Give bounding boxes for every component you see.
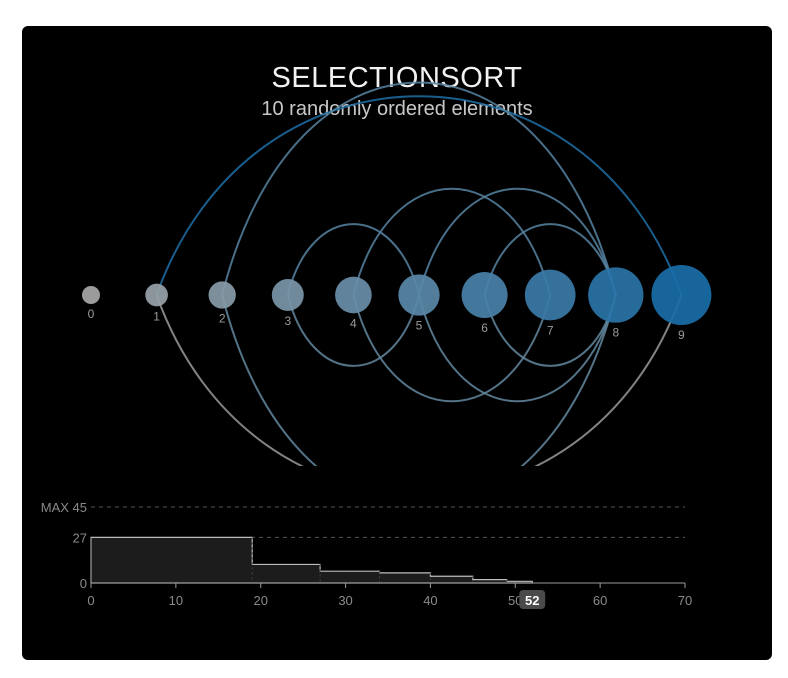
x-tick-label: 0 <box>87 593 94 608</box>
swap-arc-lower <box>221 294 617 466</box>
swap-arc-upper <box>155 95 683 296</box>
y-tick-label: MAX 45 <box>41 500 87 515</box>
histogram-chart: 0 10 20 30 40 50 60 70 0 27 MAX 45 52 <box>41 500 692 609</box>
swap-arc-lower <box>286 294 420 367</box>
element-label: 4 <box>350 316 357 330</box>
x-tick-label: 70 <box>678 593 692 608</box>
element-label: 8 <box>612 326 619 340</box>
page-title: SELECTIONSORT <box>271 62 523 94</box>
element-node <box>271 279 304 311</box>
element-label: 0 <box>88 307 95 321</box>
swap-arc-lower <box>483 294 617 367</box>
swap-arc-lower <box>352 294 552 403</box>
swap-arc-lower <box>155 294 683 466</box>
swap-arc-upper <box>483 223 617 296</box>
x-tick-label: 40 <box>423 593 437 608</box>
y-tick-label: 0 <box>80 576 87 591</box>
current-count-badge <box>519 590 546 609</box>
element-node <box>208 281 236 309</box>
element-label: 1 <box>153 309 160 323</box>
swap-arc-upper <box>286 223 420 296</box>
element-label: 5 <box>416 319 423 333</box>
x-tick-label: 10 <box>169 593 183 608</box>
element-node <box>398 274 440 316</box>
element-label: 3 <box>284 314 291 328</box>
element-node <box>335 276 372 314</box>
current-count-label: 52 <box>525 593 539 608</box>
element-node <box>588 267 644 323</box>
element-label: 9 <box>678 328 685 342</box>
x-tick-label: 30 <box>338 593 352 608</box>
swap-arc-upper <box>221 81 617 296</box>
swap-arc-upper <box>352 187 552 296</box>
swap-arc-upper <box>418 187 617 296</box>
element-node <box>145 283 168 307</box>
element-label: 2 <box>219 312 226 326</box>
x-tick-label: 50 <box>508 593 522 608</box>
swap-arc-lower <box>418 294 617 403</box>
comparison-step-area <box>90 536 533 584</box>
element-label: 6 <box>481 321 488 335</box>
x-tick-label: 60 <box>593 593 607 608</box>
sort-diagram: 0 1 2 3 4 5 6 7 8 9 <box>82 81 712 466</box>
element-node <box>651 265 712 325</box>
visualization-panel: SELECTIONSORT 10 randomly ordered elemen… <box>22 26 772 660</box>
x-tick-label: 20 <box>253 593 267 608</box>
y-tick-label: 27 <box>73 530 87 545</box>
element-node <box>524 269 576 321</box>
element-node <box>82 286 100 304</box>
element-node <box>461 271 508 319</box>
element-label: 7 <box>547 323 554 337</box>
